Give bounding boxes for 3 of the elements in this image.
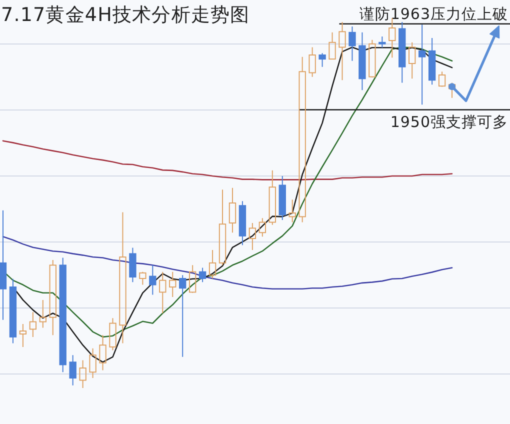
chart-title: 7.17黄金4H技术分析走势图 bbox=[1, 4, 250, 26]
ref-line-label: 1950强支撑可多 bbox=[390, 112, 508, 131]
ref-line-label: 谨防1963压力位上破 bbox=[359, 4, 508, 23]
